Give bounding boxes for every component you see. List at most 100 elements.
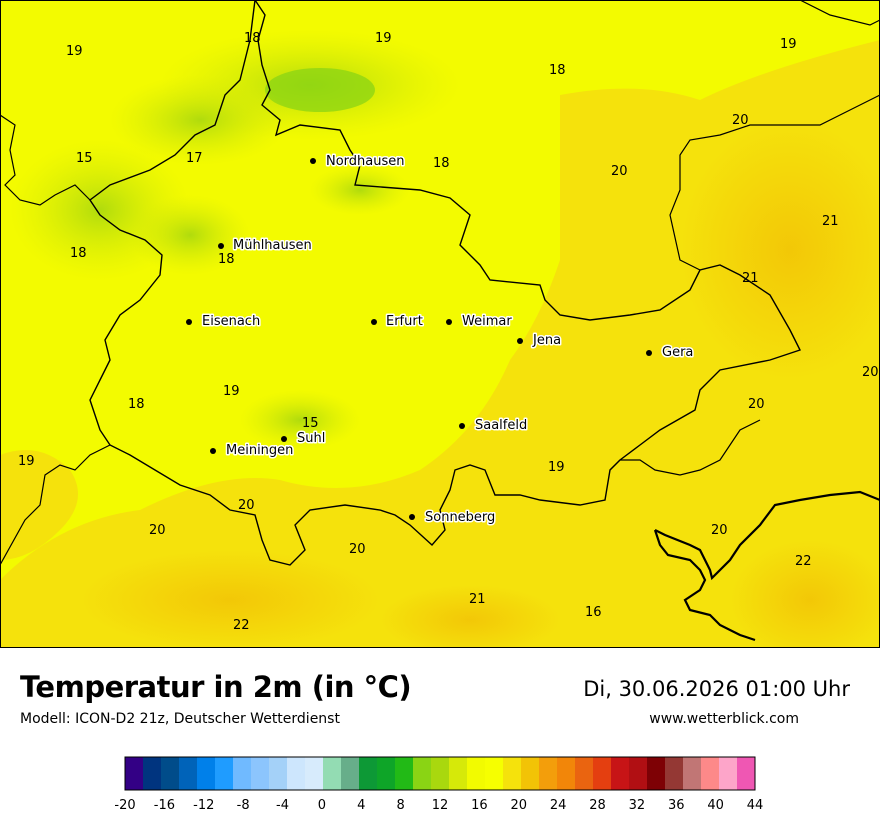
city-marker-eisenach xyxy=(186,319,192,325)
legend-swatch xyxy=(233,757,252,790)
warm-blob-southeast xyxy=(730,540,880,648)
temperature-label: 20 xyxy=(238,498,255,513)
temperature-label: 20 xyxy=(711,523,728,538)
temperature-label: 16 xyxy=(585,605,602,620)
city-marker-muehlhausen xyxy=(218,243,224,249)
model-info: Modell: ICON-D2 21z, Deutscher Wetterdie… xyxy=(20,711,340,727)
legend-swatch xyxy=(665,757,684,790)
legend-tick-label: 32 xyxy=(629,798,646,813)
city-label-erfurt: Erfurt xyxy=(386,314,423,329)
legend-tick-label: 0 xyxy=(318,798,326,813)
temperature-label: 18 xyxy=(549,63,566,78)
legend-swatch xyxy=(701,757,720,790)
legend-swatch xyxy=(449,757,468,790)
legend-swatch xyxy=(629,757,648,790)
legend-tick-label: 40 xyxy=(707,798,724,813)
legend-swatch xyxy=(305,757,324,790)
legend-swatch xyxy=(125,757,144,790)
legend-swatch xyxy=(161,757,180,790)
legend-swatch xyxy=(179,757,198,790)
legend-tick-label: -16 xyxy=(154,798,175,813)
legend-swatch xyxy=(737,757,756,790)
city-markers: Nordhausen Mühlhausen Eisenach Erfurt We… xyxy=(186,153,695,527)
city-label-eisenach: Eisenach xyxy=(202,314,260,329)
warm-blob-southwest xyxy=(80,550,380,648)
city-label-nordhausen: Nordhausen xyxy=(326,154,405,169)
cool-area-thueringerwald xyxy=(240,390,360,450)
legend-swatch xyxy=(683,757,702,790)
legend-swatch xyxy=(215,757,234,790)
city-label-meiningen: Meiningen xyxy=(226,443,293,458)
temperature-label: 15 xyxy=(76,151,93,166)
temperature-label: 20 xyxy=(748,397,765,412)
legend-tick-label: 24 xyxy=(550,798,567,813)
temperature-label: 21 xyxy=(469,592,486,607)
legend-swatch xyxy=(485,757,504,790)
legend-tick-label: 36 xyxy=(668,798,685,813)
temperature-label: 21 xyxy=(822,214,839,229)
city-label-gera: Gera xyxy=(662,345,693,360)
legend-swatch xyxy=(467,757,486,790)
warm-area-northwest xyxy=(0,450,78,560)
legend-tick-label: -20 xyxy=(115,798,136,813)
legend-tick-label: 12 xyxy=(432,798,449,813)
city-label-sonneberg: Sonneberg xyxy=(425,510,495,525)
temperature-label: 19 xyxy=(66,44,83,59)
legend-swatch xyxy=(557,757,576,790)
temperature-label: 18 xyxy=(244,31,261,46)
legend-tick-label: 44 xyxy=(747,798,764,813)
city-marker-suhl xyxy=(281,436,287,442)
temperature-label: 20 xyxy=(732,113,749,128)
legend-tick-label: 16 xyxy=(471,798,488,813)
border-czech xyxy=(653,490,880,642)
temperature-label: 19 xyxy=(548,460,565,475)
temperature-label: 18 xyxy=(128,397,145,412)
legend-swatch xyxy=(719,757,738,790)
temperature-label: 19 xyxy=(375,31,392,46)
temperature-label: 21 xyxy=(742,271,759,286)
cool-area-hainich xyxy=(310,165,410,215)
temperature-label: 18 xyxy=(218,252,235,267)
forecast-datetime: Di, 30.06.2026 01:00 Uhr xyxy=(583,677,850,701)
city-label-saalfeld: Saalfeld xyxy=(475,418,527,433)
website-link[interactable]: www.wetterblick.com xyxy=(649,711,799,727)
legend-tick-label: 28 xyxy=(589,798,606,813)
legend-swatch xyxy=(377,757,396,790)
legend-swatch xyxy=(575,757,594,790)
weather-map: 19 18 19 18 19 15 17 18 18 20 20 18 21 2… xyxy=(0,0,880,648)
city-marker-gera xyxy=(646,350,652,356)
temperature-label: 22 xyxy=(795,554,812,569)
temperature-label: 17 xyxy=(186,151,203,166)
legend-swatch xyxy=(251,757,270,790)
temperature-labels: 19 18 19 18 19 15 17 18 18 20 20 18 21 2… xyxy=(18,31,879,633)
warm-blob-south xyxy=(380,585,560,648)
page-title: Temperatur in 2m (in °C) xyxy=(20,670,412,704)
legend-swatch xyxy=(323,757,342,790)
border-north-east xyxy=(799,0,880,26)
border-west xyxy=(0,114,91,206)
legend-swatch xyxy=(269,757,288,790)
city-label-muehlhausen: Mühlhausen xyxy=(233,238,312,253)
legend-swatch xyxy=(611,757,630,790)
legend-swatch xyxy=(287,757,306,790)
city-marker-sonneberg xyxy=(409,514,415,520)
city-marker-erfurt xyxy=(371,319,377,325)
legend-tick-label: 8 xyxy=(396,798,404,813)
temperature-label: 18 xyxy=(70,246,87,261)
legend-tick-label: 20 xyxy=(510,798,527,813)
cool-area-harz-core xyxy=(265,68,375,112)
legend-tick-label: 4 xyxy=(357,798,365,813)
temperature-label: 19 xyxy=(18,454,35,469)
legend-tick-label: -4 xyxy=(276,798,289,813)
border-southwest xyxy=(0,444,111,566)
cool-area-eichsfeld xyxy=(130,195,250,275)
temperature-label: 18 xyxy=(433,156,450,171)
legend-frame xyxy=(124,756,756,791)
city-label-suhl: Suhl xyxy=(297,431,325,446)
legend-swatch xyxy=(647,757,666,790)
border-east xyxy=(669,94,880,271)
legend-tick-label: -8 xyxy=(237,798,250,813)
legend-swatch xyxy=(431,757,450,790)
legend-swatch xyxy=(197,757,216,790)
city-marker-saalfeld xyxy=(459,423,465,429)
